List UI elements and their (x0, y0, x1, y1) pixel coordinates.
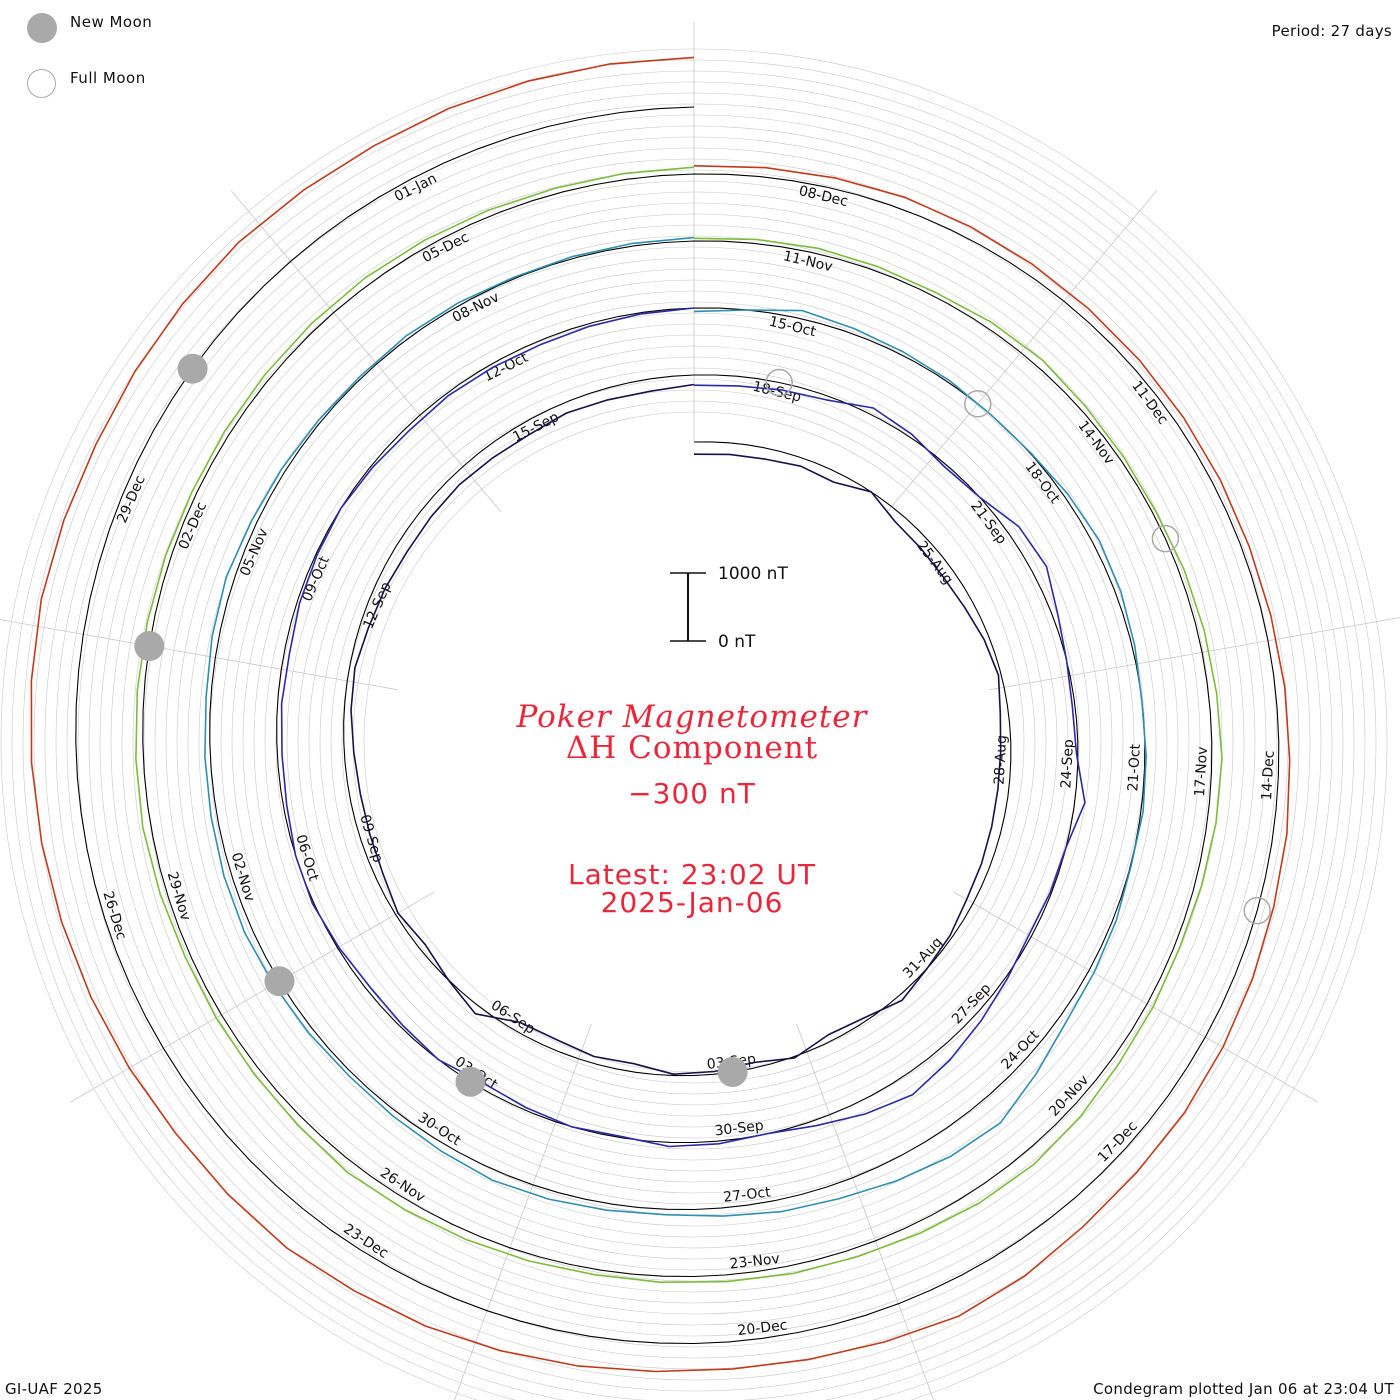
grid-spoke (989, 617, 1400, 691)
grid-layer (0, 22, 1400, 1400)
grid-spoke (230, 190, 502, 513)
grid-spoke (0, 619, 399, 691)
full-moon-marker (765, 368, 793, 397)
moon-marker-layer (134, 353, 1271, 1097)
credit-label: GI-UAF 2025 (5, 1380, 103, 1398)
series-line-1 (350, 383, 1002, 1075)
ring-date-label: 29-Dec (114, 473, 148, 525)
scale-bottom-label: 0 nT (718, 632, 756, 652)
new-moon-marker (134, 631, 165, 661)
series-line-3 (204, 236, 1147, 1217)
series-line-2 (280, 307, 1086, 1148)
ring-date-label: 24-Sep (1058, 739, 1077, 789)
ring-date-label: 21-Oct (1125, 743, 1144, 792)
grid-spoke (454, 1023, 592, 1400)
ring-date-label: 11-Dec (1128, 378, 1171, 428)
ring-date-label: 05-Dec (420, 229, 472, 266)
full-moon-legend-icon (27, 69, 56, 98)
ring-date-label: 17-Dec (1095, 1118, 1141, 1165)
baseline-spiral (75, 106, 1280, 1345)
scale-bar: 1000 nT 0 nT (670, 564, 788, 652)
ring-date-label: 27-Sep (949, 981, 995, 1028)
grid-spoke (953, 891, 1318, 1103)
ring-date-label: 30-Sep (714, 1118, 765, 1140)
new-moon-marker (177, 353, 208, 384)
ring-date-label: 15-Sep (510, 409, 561, 445)
ring-date-label: 09-Oct (299, 554, 333, 604)
ring-date-label: 12-Oct (481, 349, 531, 385)
ring-date-label: 20-Dec (737, 1317, 788, 1339)
full-moon-marker (1151, 524, 1180, 553)
series-line-5 (30, 56, 1291, 1373)
full-moon-marker (1243, 896, 1271, 925)
new-moon-marker (455, 1066, 486, 1097)
series-line-4 (135, 166, 1223, 1284)
ring-date-label: 14-Nov (1074, 418, 1117, 468)
new-moon-legend-label: New Moon (70, 13, 153, 31)
grid-spoke (886, 190, 1158, 513)
baseline-value: −300 nT (628, 777, 756, 810)
latest-time: Latest: 23:02 UT (568, 858, 816, 891)
full-moon-legend-label: Full Moon (70, 69, 146, 87)
series-layer (30, 56, 1291, 1373)
grid-spoke (70, 891, 435, 1103)
new-moon-legend-icon (27, 13, 57, 43)
ring-date-label: 27-Oct (722, 1184, 772, 1205)
ring-date-label: 08-Dec (797, 183, 849, 210)
ring-date-label: 25-Aug (913, 538, 956, 588)
full-moon-marker (964, 390, 992, 418)
new-moon-marker (264, 966, 295, 997)
new-moon-marker (717, 1057, 748, 1087)
ring-date-label: 01-Jan (392, 171, 440, 206)
ring-date-label: 21-Sep (967, 498, 1009, 547)
ring-date-label: 14-Dec (1259, 750, 1278, 801)
ring-date-label: 24-Oct (998, 1027, 1043, 1073)
ring-date-label: 17-Nov (1192, 746, 1211, 797)
chart-subtitle: ΔH Component (566, 730, 818, 766)
scale-top-label: 1000 nT (718, 564, 788, 584)
grid-spoke (796, 1023, 934, 1400)
ring-date-label: 23-Nov (729, 1251, 781, 1273)
period-label: Period: 27 days (1271, 22, 1392, 40)
plotted-timestamp: Condegram plotted Jan 06 at 23:04 UT (1093, 1380, 1394, 1398)
latest-date: 2025-Jan-06 (601, 886, 784, 919)
chart-title: Poker Magnetometer (516, 699, 869, 735)
ring-date-label: 05-Nov (237, 526, 272, 578)
ring-date-label: 28-Aug (991, 735, 1010, 786)
ring-date-label: 02-Dec (176, 500, 210, 552)
